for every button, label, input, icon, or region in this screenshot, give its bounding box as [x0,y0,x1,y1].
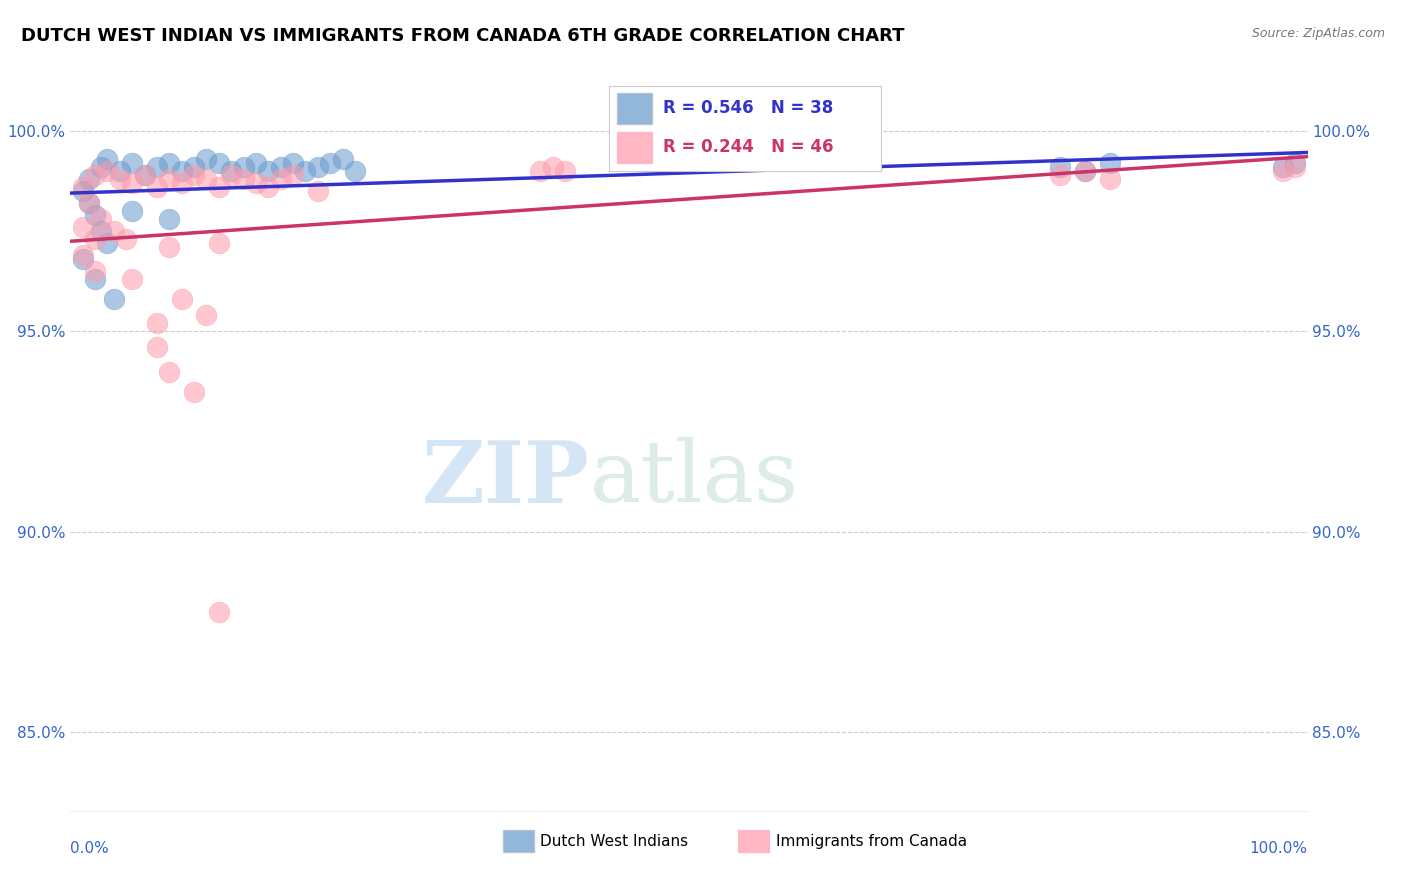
Point [84,264,107,278]
Point [77,196,100,211]
Point [195,309,218,323]
Point [183,161,205,175]
Point [72,248,94,262]
Point [146,180,169,194]
Point [134,169,156,183]
Point [121,177,143,191]
Point [84,232,107,246]
Point [108,164,131,178]
Point [157,172,180,186]
Point [183,169,205,183]
Point [1284,161,1306,175]
Point [1098,172,1121,186]
Point [72,185,94,199]
Point [183,384,205,399]
Text: ZIP: ZIP [422,436,591,521]
Point [195,172,218,186]
Point [96,236,118,251]
Point [195,153,218,167]
Point [319,156,342,170]
Point [108,172,131,186]
Point [232,161,254,175]
Point [541,161,564,175]
Point [157,364,180,378]
Point [103,293,125,307]
Point [90,161,112,175]
Point [96,164,118,178]
Point [77,172,100,186]
Point [146,317,169,331]
Point [307,161,329,175]
Point [219,164,242,178]
Point [529,164,551,178]
Text: 100.0%: 100.0% [1250,841,1308,856]
Point [1284,156,1306,170]
Point [157,156,180,170]
Point [84,209,107,223]
Point [72,180,94,194]
Point [219,169,242,183]
Text: Source: ZipAtlas.com: Source: ZipAtlas.com [1251,27,1385,40]
Point [245,177,267,191]
Point [332,153,354,167]
Point [146,341,169,355]
Point [245,156,267,170]
Point [146,161,169,175]
Point [72,220,94,235]
Bar [738,830,769,853]
Point [208,180,231,194]
Bar [503,830,534,853]
Point [121,204,143,219]
Point [281,169,304,183]
Point [170,164,193,178]
Point [1271,164,1294,178]
Point [1074,164,1097,178]
Point [134,169,156,183]
Point [270,172,292,186]
Text: 0.0%: 0.0% [70,841,110,856]
Point [1049,161,1071,175]
Point [232,172,254,186]
Point [121,156,143,170]
Point [157,212,180,227]
Point [208,236,231,251]
Point [84,272,107,286]
Text: Dutch West Indians: Dutch West Indians [540,834,689,849]
Point [90,224,112,238]
Point [257,164,280,178]
Point [257,180,280,194]
Text: atlas: atlas [591,437,799,520]
Point [77,196,100,211]
Point [270,161,292,175]
Point [72,252,94,267]
Point [343,164,366,178]
Point [115,232,138,246]
Point [1271,161,1294,175]
Point [170,177,193,191]
Point [103,224,125,238]
Point [307,185,329,199]
Point [170,293,193,307]
Text: DUTCH WEST INDIAN VS IMMIGRANTS FROM CANADA 6TH GRADE CORRELATION CHART: DUTCH WEST INDIAN VS IMMIGRANTS FROM CAN… [21,27,904,45]
Point [294,164,316,178]
Text: Immigrants from Canada: Immigrants from Canada [776,834,967,849]
Point [208,156,231,170]
Point [90,212,112,227]
Point [121,272,143,286]
Point [1074,164,1097,178]
Point [1098,156,1121,170]
Point [208,605,231,619]
Point [84,169,107,183]
Point [281,156,304,170]
Point [554,164,576,178]
Point [157,240,180,254]
Point [96,153,118,167]
Point [1049,169,1071,183]
